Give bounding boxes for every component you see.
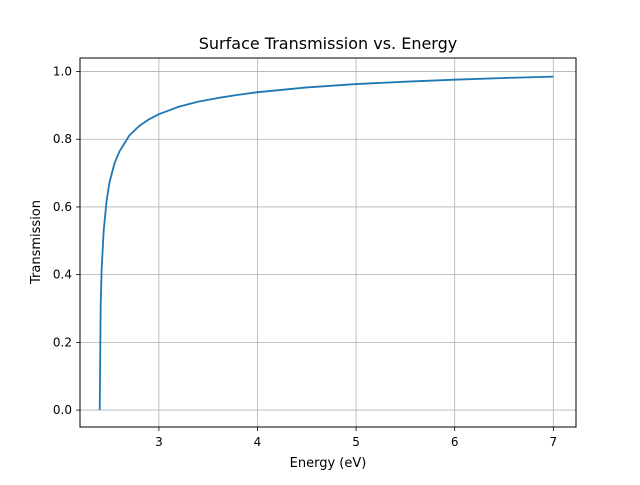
series-line-transmission: [98, 75, 554, 411]
y-tick-label: 0.6: [53, 200, 72, 214]
y-axis-label: Transmission: [29, 200, 44, 285]
y-tick-label: 0.8: [53, 132, 72, 146]
x-tick-label: 6: [451, 435, 459, 449]
plot-frame: [79, 57, 577, 428]
chart-title: Surface Transmission vs. Energy: [199, 34, 457, 53]
x-tick-label: 4: [254, 435, 262, 449]
x-tick-label: 7: [549, 435, 557, 449]
grid: [80, 58, 576, 427]
y-axis: 0.0 0.2 0.4 0.6 0.8 1.0: [53, 65, 80, 417]
y-tick-label: 0.0: [53, 403, 72, 417]
x-tick-label: 5: [352, 435, 360, 449]
y-tick-label: 1.0: [53, 65, 72, 79]
series-layer: [98, 75, 554, 411]
x-axis-label: Energy (eV): [290, 456, 367, 471]
x-axis: 3 4 5 6 7: [155, 427, 557, 449]
y-tick-label: 0.4: [53, 268, 72, 282]
y-tick-label: 0.2: [53, 335, 72, 349]
x-tick-label: 3: [155, 435, 163, 449]
